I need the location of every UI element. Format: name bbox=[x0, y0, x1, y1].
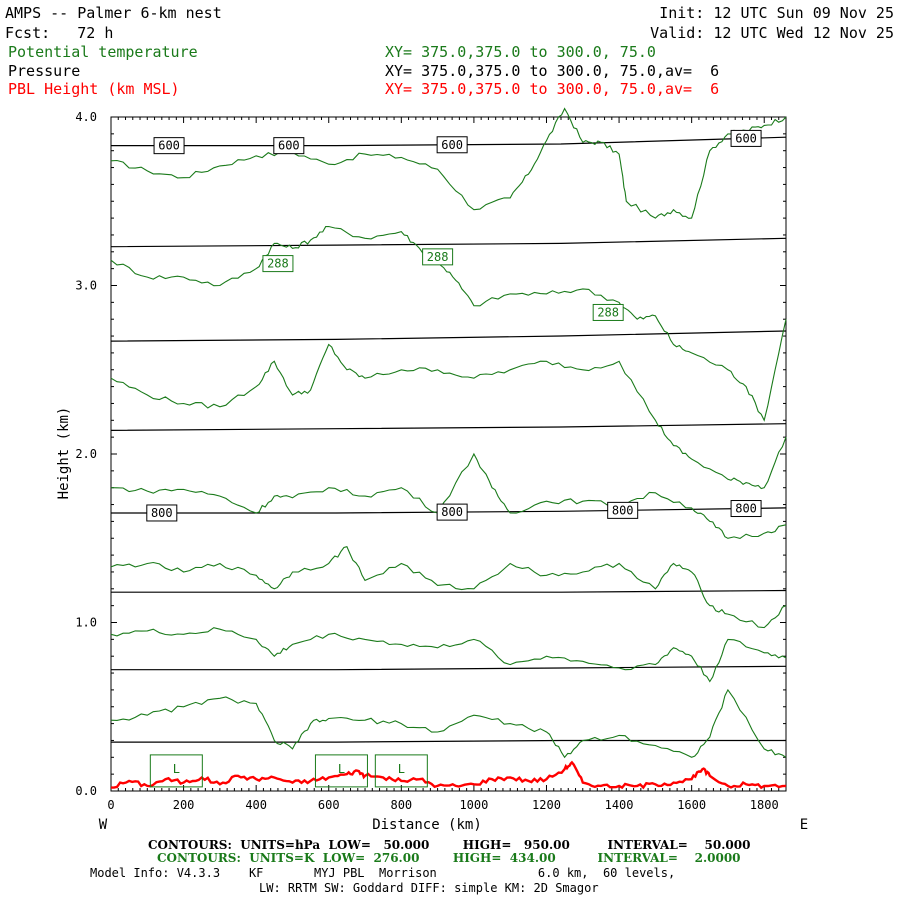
legend-xy-potential-temperature: XY= 375.0,375.0 to 300.0, 75.0 bbox=[385, 43, 656, 61]
pressure-contour-label: 800 bbox=[735, 502, 757, 516]
theta-label-box bbox=[262, 255, 294, 273]
east-label: E bbox=[800, 817, 808, 833]
pbl-height-line bbox=[111, 760, 787, 790]
pressure-contour-label: 800 bbox=[441, 505, 463, 519]
legend-label-pbl-height: PBL Height (km MSL) bbox=[8, 80, 180, 98]
low-marker-box bbox=[374, 754, 428, 788]
theta-contour-line bbox=[110, 225, 787, 422]
valid-time: Valid: 12 UTC Wed 12 Nov 25 bbox=[650, 24, 894, 42]
pressure-contour-line bbox=[110, 237, 787, 248]
y-tick-label: 3.0 bbox=[75, 279, 97, 293]
x-tick-label: 1000 bbox=[459, 798, 488, 812]
y-axis-title: Height (km) bbox=[56, 407, 72, 500]
potential-temperature-contours bbox=[110, 107, 787, 759]
contour-labels: 600 600 600 600 800 800 800 800 288 288 288 L L L bbox=[146, 129, 762, 788]
chart-title: AMPS -- Palmer 6-km nest bbox=[5, 4, 222, 22]
pressure-label-box bbox=[146, 504, 178, 522]
pressure-contour-line bbox=[111, 665, 787, 671]
pressure-label-box bbox=[730, 129, 762, 147]
x-tick-label: 1400 bbox=[605, 798, 634, 812]
theta-contour-line bbox=[110, 107, 787, 219]
pressure-contour-label: 800 bbox=[151, 506, 173, 520]
pressure-contour-line bbox=[111, 589, 787, 593]
pressure-label-box bbox=[436, 503, 468, 521]
west-label: W bbox=[99, 817, 108, 833]
pressure-label-box bbox=[153, 137, 185, 155]
model-info-physics: LW: RRTM SW: Goddard DIFF: simple KM: 2D… bbox=[259, 881, 599, 895]
low-marker-box bbox=[149, 754, 203, 788]
x-tick-label: 1200 bbox=[532, 798, 561, 812]
pressure-contour-line bbox=[111, 739, 786, 743]
low-marker-label: L bbox=[173, 762, 180, 776]
theta-contour-line bbox=[110, 627, 787, 683]
x-tick-label: 600 bbox=[318, 798, 340, 812]
pressure-contour-label: 800 bbox=[612, 503, 634, 517]
x-tick-label: 400 bbox=[245, 798, 267, 812]
x-tick-label: 1600 bbox=[677, 798, 706, 812]
contours-info-pressure: CONTOURS: UNITS=hPa LOW= 50.000 HIGH= 95… bbox=[148, 838, 751, 852]
pbl-height-series bbox=[111, 760, 787, 790]
plot-frame bbox=[110, 116, 787, 792]
legend-xy-pressure: XY= 375.0,375.0 to 300.0, 75.0,av= 6 bbox=[385, 62, 720, 80]
theta-label-box bbox=[592, 303, 624, 321]
low-marker-label: L bbox=[338, 762, 345, 776]
model-info: Model Info: V4.3.3 KF MYJ PBL Morrison 6… bbox=[90, 866, 676, 880]
low-marker-label: L bbox=[398, 762, 405, 776]
theta-contour-line bbox=[110, 343, 787, 490]
x-tick-label: 0 bbox=[107, 798, 114, 812]
low-marker-box bbox=[314, 754, 368, 788]
pressure-label-box bbox=[436, 136, 468, 154]
legend-label-pressure: Pressure bbox=[8, 62, 81, 80]
theta-contour-label: 288 bbox=[427, 250, 449, 264]
contours-info-theta: CONTOURS: UNITS=K LOW= 276.00 HIGH= 434.… bbox=[157, 851, 741, 865]
theta-contour-line bbox=[110, 688, 787, 759]
pressure-contour-line bbox=[110, 423, 787, 431]
forecast-hour: Fcst: 72 h bbox=[5, 24, 114, 42]
legend-label-potential-temperature: Potential temperature bbox=[8, 43, 198, 61]
pressure-label-box bbox=[273, 137, 305, 155]
pressure-contours bbox=[110, 136, 787, 743]
x-tick-label: 1800 bbox=[750, 798, 779, 812]
pressure-contour-line bbox=[110, 330, 787, 342]
pressure-label-box bbox=[607, 501, 639, 519]
theta-contour-line bbox=[110, 546, 787, 629]
y-tick-label: 4.0 bbox=[75, 110, 97, 124]
pressure-contour-label: 600 bbox=[158, 139, 180, 153]
x-axis-title: Distance (km) bbox=[372, 817, 482, 833]
y-tick-label: 0.0 bbox=[75, 784, 97, 798]
x-tick-label: 200 bbox=[173, 798, 195, 812]
theta-contour-label: 288 bbox=[597, 305, 619, 319]
x-tick-label: 800 bbox=[390, 798, 412, 812]
pressure-contour-label: 600 bbox=[278, 139, 300, 153]
pressure-contour-label: 600 bbox=[441, 138, 463, 152]
pressure-contour-label: 600 bbox=[735, 131, 757, 145]
theta-contour-label: 288 bbox=[267, 257, 289, 271]
pressure-label-box bbox=[730, 500, 762, 518]
theta-label-box bbox=[422, 248, 454, 266]
legend-xy-pbl-height: XY= 375.0,375.0 to 300.0, 75.0,av= 6 bbox=[385, 80, 720, 98]
y-tick-label: 1.0 bbox=[75, 616, 97, 630]
init-time: Init: 12 UTC Sun 09 Nov 25 bbox=[659, 4, 894, 22]
y-tick-label: 2.0 bbox=[75, 447, 97, 461]
theta-contour-line bbox=[110, 452, 787, 539]
